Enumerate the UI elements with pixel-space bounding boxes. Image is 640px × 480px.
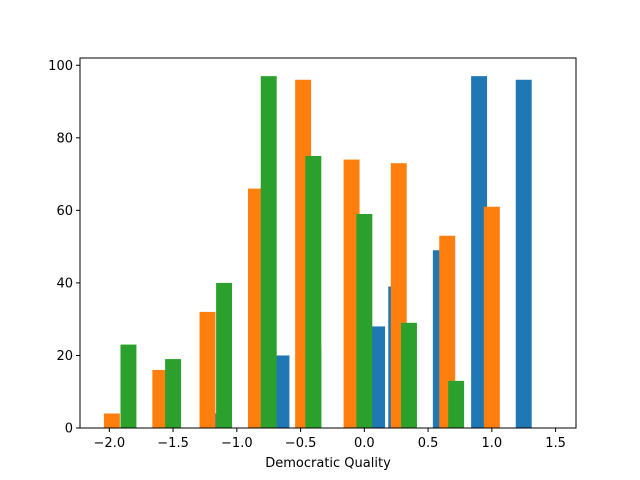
bar-series2-3: [199, 311, 216, 428]
bar-series3-3: [216, 282, 233, 428]
bar-series3-4: [260, 76, 277, 428]
bar-series2-6: [343, 159, 360, 428]
y-tick-label: 60: [56, 204, 73, 219]
x-tick-label: −1.5: [157, 436, 189, 451]
bar-series1-2: [273, 355, 290, 428]
bar-series3-5: [305, 155, 322, 428]
x-tick-label: 0.0: [354, 436, 375, 451]
bar-series2-2: [152, 369, 169, 428]
bar-series1-7: [471, 76, 488, 428]
bar-series3-8: [448, 380, 465, 428]
bar-series3-7: [401, 322, 417, 428]
bar-series3-6: [356, 213, 373, 428]
bar-series3-2: [165, 359, 182, 428]
y-tick-label: 100: [48, 59, 73, 74]
x-tick-label: −0.5: [285, 436, 317, 451]
bars-group: [103, 76, 532, 428]
y-tick-label: 20: [56, 349, 73, 364]
bar-series2-8: [439, 235, 456, 428]
bar-series2-1: [103, 413, 120, 428]
x-axis-label: Democratic Quality: [265, 456, 391, 471]
x-tick-label: 1.5: [545, 436, 566, 451]
y-axis-ticks: 0 20 40 60 80 100: [48, 59, 80, 437]
x-tick-label: −1.0: [221, 436, 253, 451]
x-tick-label: −2.0: [94, 436, 126, 451]
bar-series1-8: [515, 79, 532, 428]
bar-series2-9: [483, 206, 500, 428]
y-tick-label: 80: [56, 131, 73, 146]
bar-series3-1: [120, 344, 137, 428]
x-tick-label: 0.5: [418, 436, 439, 451]
bar-series1-4: [369, 326, 386, 428]
y-tick-label: 40: [56, 276, 73, 291]
y-tick-label: 0: [65, 422, 73, 437]
bar-series2-4: [247, 188, 264, 428]
plot-frame: [79, 57, 577, 429]
x-tick-label: 1.0: [482, 436, 503, 451]
x-axis-ticks: −2.0 −1.5 −1.0 −0.5 0.0 0.5 1.0 1.5: [94, 428, 566, 451]
